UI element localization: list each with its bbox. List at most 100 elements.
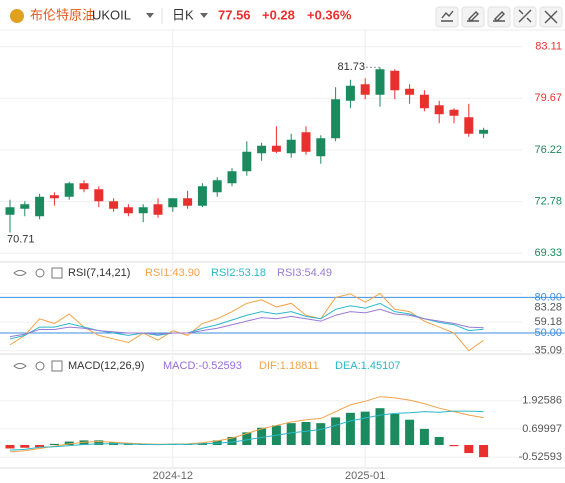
candle-body [35,196,45,217]
macd-line [9,396,484,453]
tool-icon [493,11,505,22]
change-percent: +0.36% [307,7,352,22]
candle-body [419,94,429,109]
candle-body [464,117,474,134]
candle-body [242,151,252,172]
legend-entry: DIF:1.18811 [259,360,319,372]
y-tick-label: 83.11 [535,41,562,53]
legend-entry: RSI3:54.49 [277,267,332,279]
candle-body [434,105,444,115]
macd-bar [20,445,30,448]
candle-body [5,207,15,215]
tool-button[interactable] [487,6,511,28]
macd-bar [479,445,489,458]
symbol-icon [10,9,24,23]
macd-bar [390,413,400,445]
settings-icon[interactable] [35,361,45,371]
settings-icon[interactable] [35,268,45,278]
checkbox-icon[interactable] [51,267,63,279]
macd-bar [49,443,59,445]
candle-body [49,195,59,199]
candle-body [183,198,193,206]
min-label: 70.71 [7,234,35,246]
dropdown-arrow[interactable] [200,13,208,18]
macd-line [9,410,484,451]
macd-bar [286,423,296,445]
legend-entry: DEA:1.45107 [335,360,400,372]
tool-button[interactable] [513,6,537,28]
x-tick-label: 2025-01 [345,470,385,482]
legend-entry: MACD:-0.52593 [163,360,242,372]
legend-entry: RSI1:43.90 [145,267,200,279]
candle-body [197,186,207,206]
macd-bar [419,428,429,445]
candle-body [79,183,89,190]
candle-body [375,69,385,95]
legend-entry: RSI2:53.18 [211,267,266,279]
macd-bar [375,408,385,445]
tool-button[interactable] [435,6,459,28]
tool-icon [518,9,532,23]
y-tick-label: 79.67 [534,92,562,104]
macd-title: MACD(12,26,9) [68,360,144,372]
candle-body [286,139,296,154]
rsi-line [9,302,484,340]
candle-body [479,129,489,134]
macd-bar [449,445,459,447]
x-tick-label: 2024-12 [153,470,193,482]
change: +0.28 [262,7,295,22]
macd-bar [227,436,237,445]
candle-body [123,207,133,214]
candle-body [138,207,148,214]
candle-body [168,198,178,208]
eye-icon[interactable] [13,363,27,369]
period[interactable]: 日K [172,7,194,22]
candle-body [227,171,237,184]
macd-bar [94,440,104,445]
macd-bar [464,445,474,454]
tool-icon [467,11,479,22]
y-tick-label: 59.18 [534,316,562,328]
dropdown-arrow[interactable] [146,13,154,18]
y-tick-label: -0.52593 [519,451,562,463]
instrument-name[interactable]: 布伦特原油 [30,7,95,22]
candle-body [405,88,415,95]
max-label: 81.73 [337,61,365,73]
y-tick-label: 72.78 [534,195,562,207]
macd-bar [257,427,267,445]
candle-body [301,132,311,152]
price: 77.56 [218,7,251,22]
symbol[interactable]: UKOIL [92,7,131,22]
candle-body [257,145,267,154]
candle-body [345,85,355,101]
macd-bar [360,411,370,445]
candle-body [64,183,74,197]
rsi-line [9,308,484,338]
y-tick-label: 83.28 [534,301,562,313]
macd-bar [405,419,415,445]
checkbox-icon[interactable] [51,360,63,372]
y-tick-label: 1.92586 [522,395,562,407]
y-tick-label: 80.00 [534,291,562,303]
tool-icon [441,10,454,22]
candle-body [390,70,400,91]
y-tick-label: 0.69997 [522,423,562,435]
y-tick-label: 50.00 [534,327,562,339]
macd-bar [331,417,341,445]
macd-bar [5,445,15,449]
rsi-line [9,292,484,352]
tool-button[interactable] [461,6,485,28]
candle-body [271,145,281,152]
eye-icon[interactable] [13,270,27,276]
candle-body [331,99,341,139]
y-tick-label: 69.33 [534,247,562,259]
macd-bar [64,441,74,445]
candle-body [212,180,222,193]
candle-body [20,204,30,209]
candle-body [316,138,326,157]
macd-bar [434,436,444,445]
candle-body [153,204,163,215]
y-tick-label: 76.22 [534,144,562,156]
rsi-title: RSI(7,14,21) [68,267,130,279]
